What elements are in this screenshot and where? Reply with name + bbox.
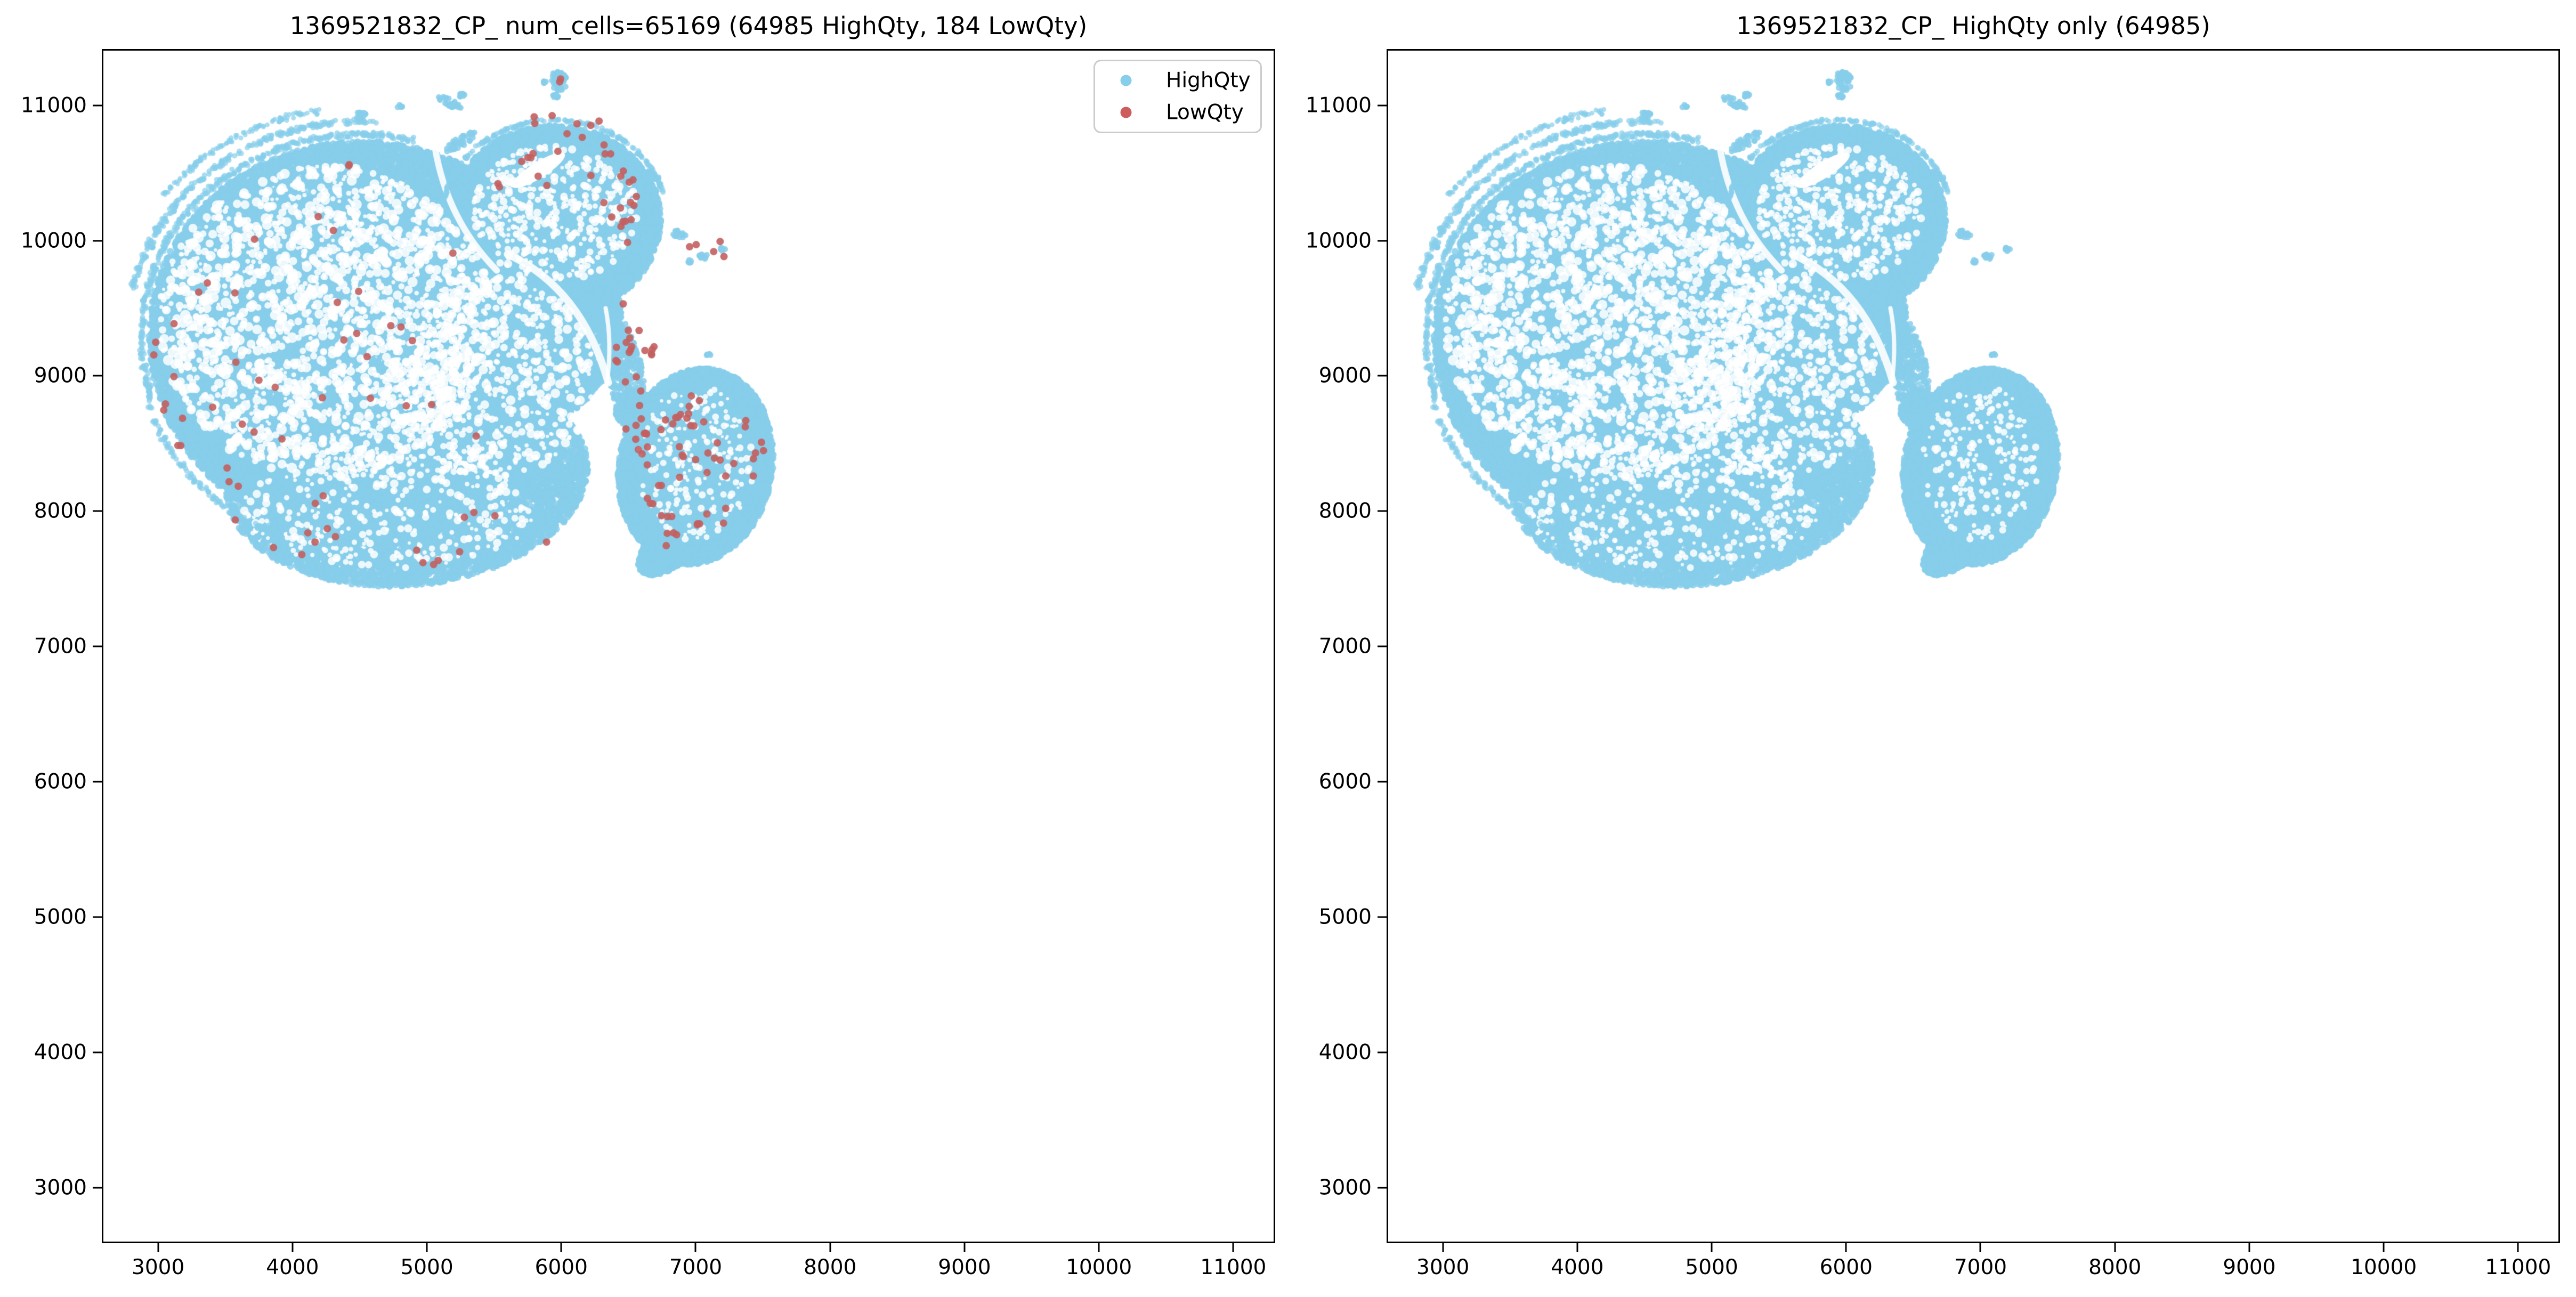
x-tick-label: 9000 [2223, 1255, 2276, 1279]
x-tick-label: 6000 [534, 1255, 588, 1279]
y-tick-label: 9000 [1318, 363, 1372, 388]
left-plot-title: 1369521832_CP_ num_cells=65169 (64985 Hi… [289, 12, 1088, 40]
y-tick-label: 6000 [34, 769, 87, 794]
x-tick-label: 11000 [1200, 1255, 1267, 1279]
y-tick [1378, 510, 1387, 512]
x-tick-label: 11000 [2485, 1255, 2551, 1279]
y-tick [1378, 240, 1387, 242]
y-tick [93, 1051, 102, 1053]
x-tick-label: 9000 [938, 1255, 991, 1279]
x-tick-label: 7000 [669, 1255, 723, 1279]
legend-item-lowqty: LowQty [1095, 96, 1260, 128]
y-tick [93, 645, 102, 647]
x-tick [2114, 1243, 2116, 1252]
y-tick [93, 1187, 102, 1189]
x-tick [1232, 1243, 1234, 1252]
x-tick [291, 1243, 294, 1252]
right-scatter-canvas [1388, 51, 2558, 1242]
y-tick [93, 916, 102, 918]
x-tick-label: 8000 [804, 1255, 857, 1279]
x-tick-label: 3000 [1416, 1255, 1470, 1279]
y-tick-label: 7000 [1318, 634, 1372, 659]
y-tick [1378, 916, 1387, 918]
y-tick-label: 5000 [34, 905, 87, 929]
y-tick-label: 3000 [1318, 1176, 1372, 1200]
x-tick [694, 1243, 696, 1252]
y-tick [93, 104, 102, 107]
y-tick-label: 5000 [1318, 905, 1372, 929]
x-tick-label: 5000 [400, 1255, 453, 1279]
lowqty-marker-icon [1120, 107, 1132, 118]
legend-item-highqty: HighQty [1095, 64, 1260, 96]
legend: HighQty LowQty [1093, 60, 1262, 133]
y-tick-label: 4000 [34, 1040, 87, 1065]
x-tick [1576, 1243, 1578, 1252]
x-tick [2248, 1243, 2250, 1252]
y-tick-label: 4000 [1318, 1040, 1372, 1065]
y-tick [1378, 781, 1387, 783]
x-tick [2383, 1243, 2385, 1252]
y-tick-label: 8000 [1318, 499, 1372, 523]
x-tick-label: 4000 [266, 1255, 319, 1279]
right-plot-title: 1369521832_CP_ HighQty only (64985) [1736, 12, 2210, 40]
y-tick [93, 240, 102, 242]
y-tick-label: 6000 [1318, 769, 1372, 794]
x-tick [1442, 1243, 1444, 1252]
x-tick [829, 1243, 831, 1252]
x-tick [560, 1243, 562, 1252]
y-tick [1378, 1051, 1387, 1053]
x-tick [1845, 1243, 1847, 1252]
y-tick [93, 510, 102, 512]
x-tick [1098, 1243, 1100, 1252]
y-tick-label: 9000 [34, 363, 87, 388]
y-tick-label: 8000 [34, 499, 87, 523]
x-tick-label: 6000 [1819, 1255, 1873, 1279]
legend-label-lowqty: LowQty [1166, 100, 1244, 125]
legend-label-highqty: HighQty [1166, 68, 1251, 93]
highqty-marker-icon [1120, 75, 1132, 86]
left-scatter-canvas [103, 51, 1274, 1242]
x-tick-label: 10000 [1066, 1255, 1132, 1279]
x-tick-label: 4000 [1551, 1255, 1604, 1279]
y-tick [93, 375, 102, 377]
x-tick [1979, 1243, 1981, 1252]
left-plot-axes: 1369521832_CP_ num_cells=65169 (64985 Hi… [21, 12, 1275, 1279]
y-tick-label: 11000 [1305, 93, 1372, 118]
x-tick [2517, 1243, 2519, 1252]
x-tick [963, 1243, 966, 1252]
x-tick [426, 1243, 428, 1252]
y-tick-label: 10000 [1305, 229, 1372, 253]
x-tick-label: 10000 [2351, 1255, 2417, 1279]
y-tick [1378, 375, 1387, 377]
right-plot-axes: 1369521832_CP_ HighQty only (64985) 3000… [1306, 12, 2560, 1279]
x-tick-label: 7000 [1954, 1255, 2007, 1279]
y-tick [93, 781, 102, 783]
y-tick-label: 3000 [34, 1176, 87, 1200]
x-tick [1711, 1243, 1713, 1252]
x-tick [157, 1243, 159, 1252]
y-tick-label: 11000 [20, 93, 87, 118]
y-tick [1378, 104, 1387, 107]
y-tick-label: 10000 [20, 229, 87, 253]
y-tick-label: 7000 [34, 634, 87, 659]
y-tick [1378, 645, 1387, 647]
x-tick-label: 8000 [2088, 1255, 2142, 1279]
x-tick-label: 5000 [1685, 1255, 1738, 1279]
x-tick-label: 3000 [132, 1255, 185, 1279]
y-tick [1378, 1187, 1387, 1189]
